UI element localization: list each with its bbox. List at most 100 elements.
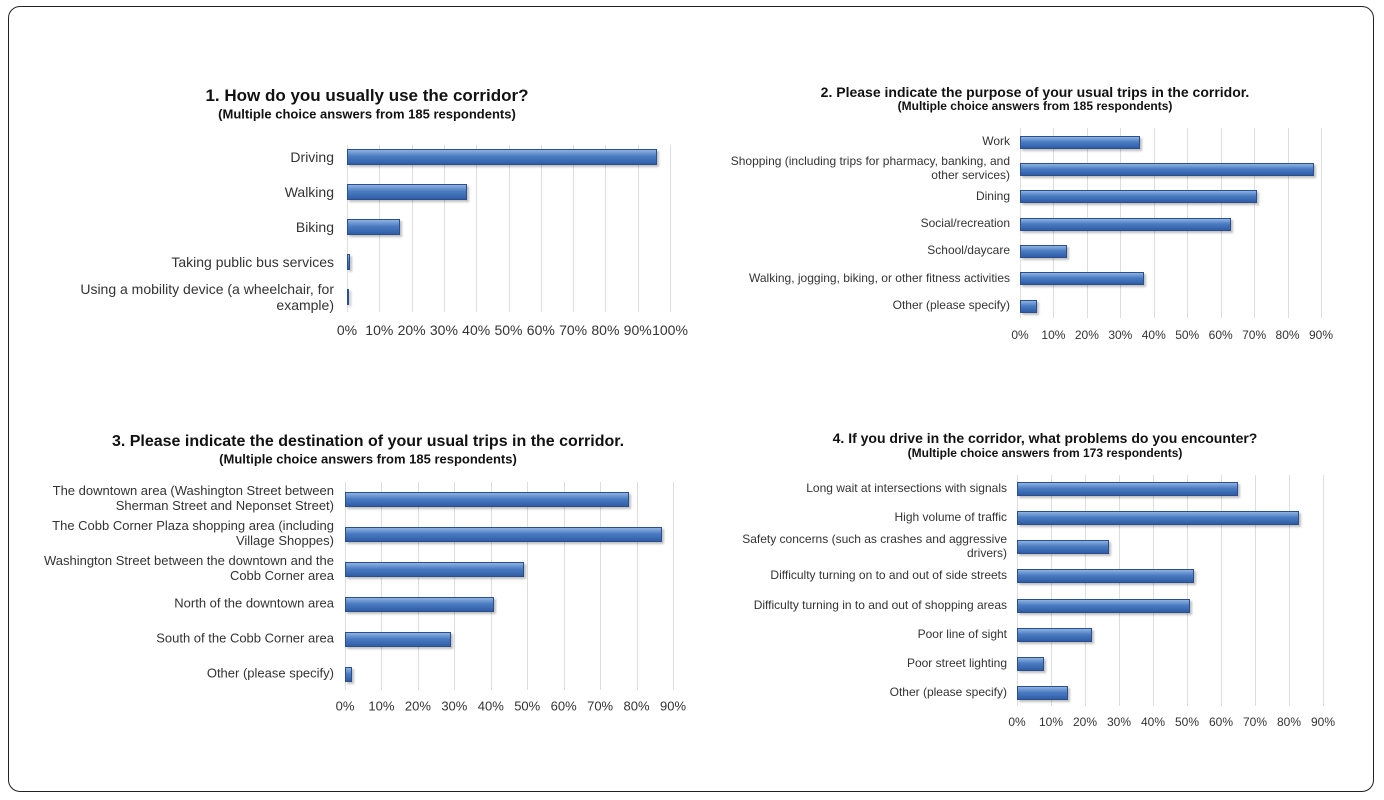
bar [1020, 162, 1315, 176]
bar [347, 184, 467, 200]
x-tick-label: 30% [1106, 715, 1132, 729]
x-tick-label: 90% [1308, 328, 1334, 342]
x-tick-label: 90% [1310, 715, 1336, 729]
category-label: Difficulty turning on to and out of side… [770, 568, 1007, 583]
category-label: The downtown area (Washington Street bet… [52, 483, 334, 513]
x-tick-label: 0% [1008, 715, 1026, 729]
chart-subtitle: (Multiple choice answers from 185 respon… [218, 106, 516, 122]
category-label: Poor street lighting [906, 655, 1007, 670]
grid-line [1321, 128, 1322, 318]
grid-line [411, 145, 413, 312]
bar [345, 596, 495, 612]
grid-line [1254, 128, 1256, 318]
category-label: Safety concerns (such as crashes and agg… [742, 532, 1007, 561]
x-tick-label: 90% [659, 698, 687, 714]
x-tick-label: 70% [559, 322, 588, 338]
bar [1017, 511, 1300, 526]
x-tick-label: 40% [1140, 715, 1166, 729]
x-tick-label: 80% [623, 698, 650, 714]
x-tick-label: 20% [1072, 715, 1098, 729]
category-label: Long wait at intersections with signals [806, 481, 1007, 496]
x-tick-label: 50% [514, 698, 541, 714]
category-label: Biking [295, 218, 334, 235]
bar [347, 219, 401, 235]
grid-line [508, 145, 510, 312]
x-tick-label: 80% [1276, 715, 1302, 729]
grid-line [1051, 475, 1052, 706]
x-tick-label: 20% [397, 322, 426, 338]
x-tick-label: 40% [1141, 328, 1166, 342]
x-tick-label: 0% [335, 698, 355, 714]
grid-line [1085, 475, 1086, 706]
category-label: High volume of traffic [894, 510, 1008, 525]
chart-title: 2. Please indicate the purpose of your u… [820, 84, 1250, 100]
bar [345, 491, 630, 507]
category-label: Driving [290, 148, 334, 165]
grid-line [490, 482, 492, 690]
x-tick-label: 80% [591, 322, 620, 338]
grid-line [527, 482, 529, 690]
bar [345, 526, 663, 542]
x-tick-label: 0% [336, 322, 358, 338]
x-tick-label: 70% [1242, 328, 1267, 342]
grid-line [605, 145, 607, 312]
bar [1020, 299, 1037, 313]
bar [345, 666, 353, 682]
chart-subtitle: (Multiple choice answers from 185 respon… [897, 99, 1173, 113]
category-label: Difficulty turning in to and out of shop… [753, 597, 1007, 612]
category-label: Shopping (including trips for pharmacy, … [730, 154, 1010, 183]
grid-line [1119, 475, 1120, 706]
grid-line [1017, 475, 1018, 706]
x-tick-label: 50% [1175, 328, 1200, 342]
x-tick-label: 60% [1208, 328, 1233, 342]
grid-line [636, 482, 638, 690]
category-label: Other (please specify) [892, 298, 1010, 313]
chart-subtitle: (Multiple choice answers from 173 respon… [907, 446, 1183, 460]
bar [1020, 244, 1067, 258]
x-tick-label: 70% [1242, 715, 1268, 729]
x-tick-label: 60% [550, 698, 577, 714]
x-tick-label: 40% [462, 322, 491, 338]
grid-line [443, 145, 445, 312]
bar [1017, 482, 1238, 496]
category-label: The Cobb Corner Plaza shopping area (inc… [52, 518, 334, 548]
frame [8, 6, 1374, 792]
x-tick-label: 10% [368, 698, 395, 714]
chart-title: 4. If you drive in the corridor, what pr… [832, 430, 1258, 446]
bar [347, 149, 658, 165]
category-label: Using a mobility device (a wheelchair, f… [80, 280, 334, 313]
category-label: Work [982, 134, 1010, 149]
grid-line [1153, 475, 1154, 706]
x-tick-label: 50% [1174, 715, 1200, 729]
bar [345, 631, 451, 647]
x-tick-label: 10% [1041, 328, 1066, 342]
category-label: South of the Cobb Corner area [156, 630, 334, 646]
x-tick-label: 30% [429, 322, 458, 338]
category-label: Walking [284, 183, 334, 200]
x-tick-label: 10% [1038, 715, 1064, 729]
grid-line [345, 482, 346, 690]
chart-subtitle: (Multiple choice answers from 185 respon… [219, 451, 517, 467]
bar [1017, 656, 1045, 671]
bar [1017, 686, 1068, 700]
x-tick-label: 10% [365, 322, 394, 338]
bar [1017, 598, 1191, 613]
grid-line [381, 482, 383, 690]
x-tick-label: 80% [1275, 328, 1300, 342]
grid-line [1221, 475, 1222, 706]
grid-line [673, 482, 674, 690]
bar [345, 561, 524, 577]
x-tick-label: 20% [1074, 328, 1099, 342]
bar [347, 254, 351, 270]
category-label: North of the downtown area [174, 595, 334, 611]
grid-line [1287, 128, 1289, 318]
grid-line [476, 145, 478, 312]
bar [1020, 135, 1141, 149]
category-label: Taking public bus services [171, 253, 334, 270]
x-tick-label: 60% [1208, 715, 1234, 729]
category-label: Dining [975, 188, 1010, 203]
bar [347, 289, 349, 305]
x-tick-label: 60% [526, 322, 555, 338]
chart-title: 1. How do you usually use the corridor? [205, 86, 529, 105]
